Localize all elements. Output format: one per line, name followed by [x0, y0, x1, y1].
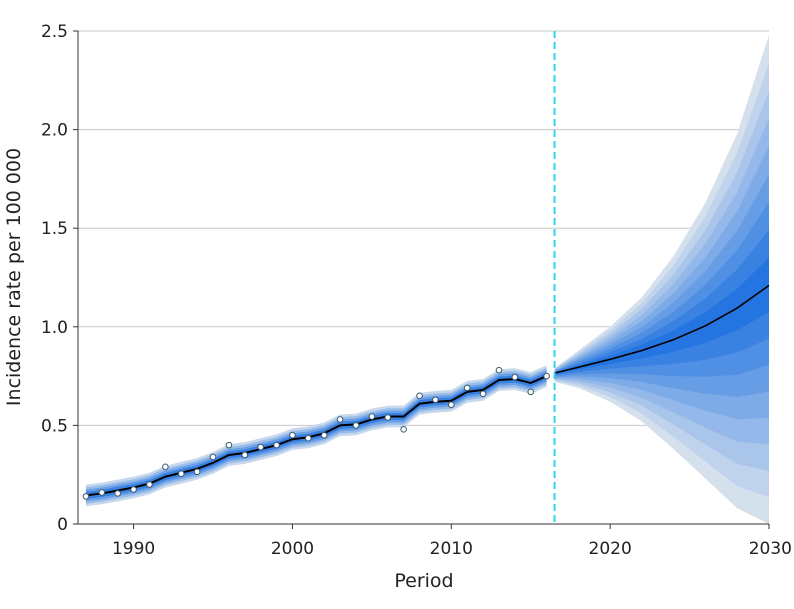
observed-point-1995 — [209, 453, 217, 461]
observed-point-2003 — [336, 416, 344, 423]
observed-point-1989 — [114, 490, 122, 497]
observed-point-2008 — [416, 392, 423, 400]
observed-point-2012 — [479, 390, 487, 398]
x-tick-label: 2020 — [589, 539, 632, 559]
observed-point-1997 — [241, 451, 249, 459]
y-tick-label: 0 — [57, 515, 68, 535]
forecast-line — [554, 284, 770, 374]
observed-point-2004 — [352, 422, 360, 429]
observed-point-2016 — [543, 372, 550, 380]
observed-point-1996 — [225, 441, 233, 449]
series-lines — [85, 31, 770, 524]
x-tick-label: 1990 — [112, 539, 155, 559]
observed-point-2000 — [289, 431, 296, 439]
observed-point-1993 — [177, 470, 185, 478]
y-tick-label: 2.5 — [41, 22, 68, 42]
observed-points — [82, 366, 550, 500]
axes: 0 0.5 1.0 1.5 2.0 2.5 1990 2000 2010 2020 2030 — [41, 22, 792, 559]
observed-point-2006 — [384, 414, 392, 421]
observed-point-1992 — [162, 463, 169, 471]
y-tick-label: 1.0 — [41, 318, 68, 338]
observed-point-2007 — [400, 426, 407, 433]
y-tick-label: 1.5 — [41, 219, 68, 239]
observed-point-1994 — [193, 468, 201, 476]
observed-point-2010 — [447, 401, 455, 408]
x-axis-title: Period — [394, 570, 453, 592]
observed-point-1991 — [146, 481, 153, 488]
y-tick-label: 2.0 — [41, 121, 68, 141]
observed-point-2002 — [320, 431, 328, 439]
observed-point-1998 — [257, 443, 264, 451]
fitted-line — [85, 375, 548, 497]
observed-point-2011 — [463, 384, 471, 392]
forecast-band-8 — [554, 257, 769, 375]
x-tick-label: 2000 — [271, 539, 314, 559]
observed-point-2001 — [305, 434, 312, 442]
observed-point-1988 — [98, 489, 106, 496]
x-tick-label: 2030 — [749, 539, 792, 559]
observed-point-1999 — [273, 441, 280, 449]
observed-point-2009 — [432, 396, 439, 404]
uncertainty-bands — [85, 34, 769, 524]
y-tick-label: 0.5 — [41, 416, 68, 436]
observed-point-2015 — [527, 388, 535, 396]
y-axis-title: Incidence rate per 100 000 — [3, 148, 25, 406]
observed-point-2013 — [495, 366, 503, 374]
observed-point-1990 — [130, 486, 137, 493]
x-tick-label: 2010 — [430, 539, 473, 559]
observed-point-2014 — [511, 373, 519, 381]
observed-point-1987 — [82, 493, 90, 500]
observed-point-2005 — [368, 413, 376, 420]
